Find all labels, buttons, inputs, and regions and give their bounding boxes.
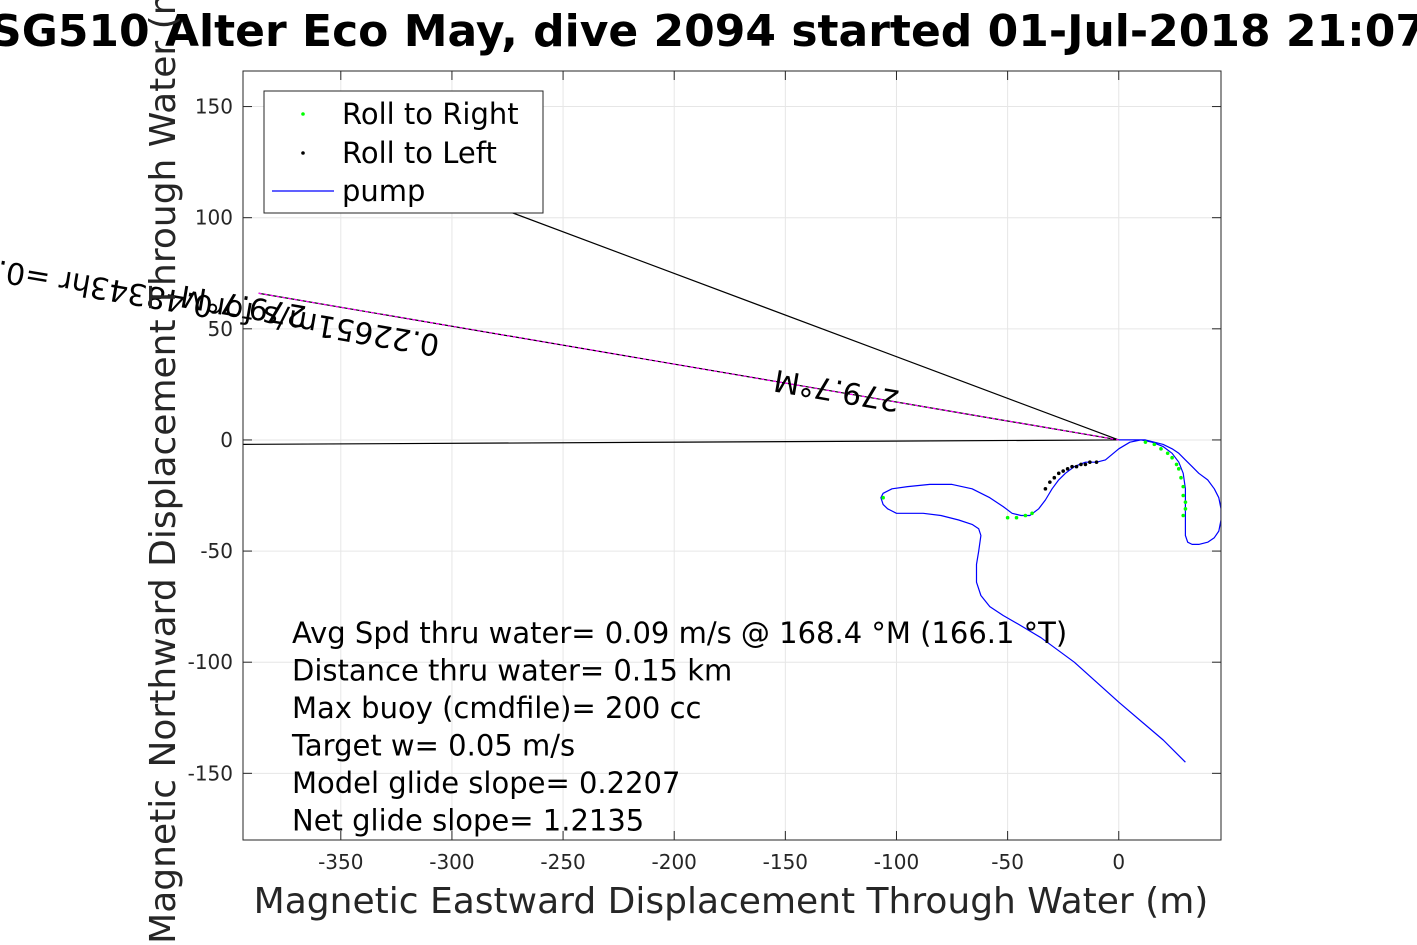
roll-right-point [1183,500,1188,504]
pump-track-line [880,439,1221,763]
stats-line: Distance thru water= 0.15 km [292,654,732,688]
roll-right-point [1005,515,1010,520]
reference-line [243,439,1119,445]
chart-title: SG510 Alter Eco May, dive 2094 started 0… [0,6,1417,57]
x-tick-label: -200 [652,850,697,874]
roll-right-point [1023,513,1028,518]
series-layer [880,439,1221,763]
legend: Roll to Right Roll to Left pump [263,90,544,214]
roll-right-point [1170,455,1174,460]
roll-left-point [1056,471,1061,476]
x-axis-ticks: -350 -300 -250 -200 -150 -100 -50 0 [318,71,1125,874]
reference-line [489,203,1119,441]
roll-right-point [1181,484,1186,489]
roll-right-point [1143,440,1148,444]
x-tick-label: -150 [763,850,808,874]
roll-right-point [1030,511,1034,516]
legend-label: Roll to Right [342,97,519,131]
roll-right-point [1181,513,1186,518]
roll-right-point [1179,475,1183,480]
roll-left-point [1079,462,1083,467]
x-tick-label: 0 [1112,850,1125,874]
roll-right-point [1176,467,1181,471]
roll-right-point [1159,447,1163,451]
y-axis-ticks: 150 100 50 0 -50 -100 -150 [188,95,1221,785]
stats-line: Model glide slope= 0.2207 [292,766,680,800]
roll-left-point [1043,487,1048,491]
x-tick-label: -100 [874,850,919,874]
stats-line: Target w= 0.05 m/s [291,729,575,763]
y-tick-label: 150 [195,95,233,119]
roll-left-point [1094,460,1099,464]
y-tick-label: -50 [200,539,233,563]
roll-left-point [1065,467,1070,471]
x-axis-label: Magnetic Eastward Displacement Through W… [254,881,1209,922]
x-tick-label: -350 [318,850,363,874]
roll-left-point [1048,480,1052,484]
y-tick-label: 50 [208,317,233,341]
y-tick-label: 100 [195,206,233,230]
roll-right-point [881,495,885,500]
y-tick-label: -100 [188,650,233,674]
legend-label: Roll to Left [342,136,497,170]
roll-left-point [1070,464,1074,469]
x-tick-label: -300 [429,850,474,874]
roll-left-point [1052,475,1057,480]
roll-right-point [1183,507,1188,511]
y-tick-label: 0 [220,428,233,452]
legend-dot-swatch [301,112,305,116]
plot-content [243,203,1221,763]
roll-right-point [1165,451,1170,456]
plot-frame [242,70,1222,841]
y-axis-label: Magnetic Northward Displacement Through … [143,0,184,944]
roll-right-point [1014,515,1019,520]
roll-right-point [1181,493,1186,498]
x-tick-label: -50 [991,850,1024,874]
y-tick-label: -150 [188,761,233,785]
stats-line: Avg Spd thru water= 0.09 m/s @ 168.4 °M … [292,616,1067,650]
roll-left-point [1061,469,1065,473]
roll-right-point [1152,442,1157,447]
stats-line: Max buoy (cmdfile)= 200 cc [292,691,701,725]
reference-lines [243,203,1119,445]
dive-stats-block: Avg Spd thru water= 0.09 m/s @ 168.4 °M … [291,616,1067,838]
roll-right-point [1174,462,1179,467]
reference-line [258,292,1119,441]
legend-box [263,90,544,214]
roll-left-point [1083,462,1088,467]
legend-dot-swatch [301,151,305,155]
x-tick-label: -250 [540,850,585,874]
roll-left-point [1074,464,1079,469]
stats-line: Net glide slope= 1.2135 [292,804,644,838]
legend-label: pump [342,174,425,208]
roll-left-point [1088,460,1092,464]
